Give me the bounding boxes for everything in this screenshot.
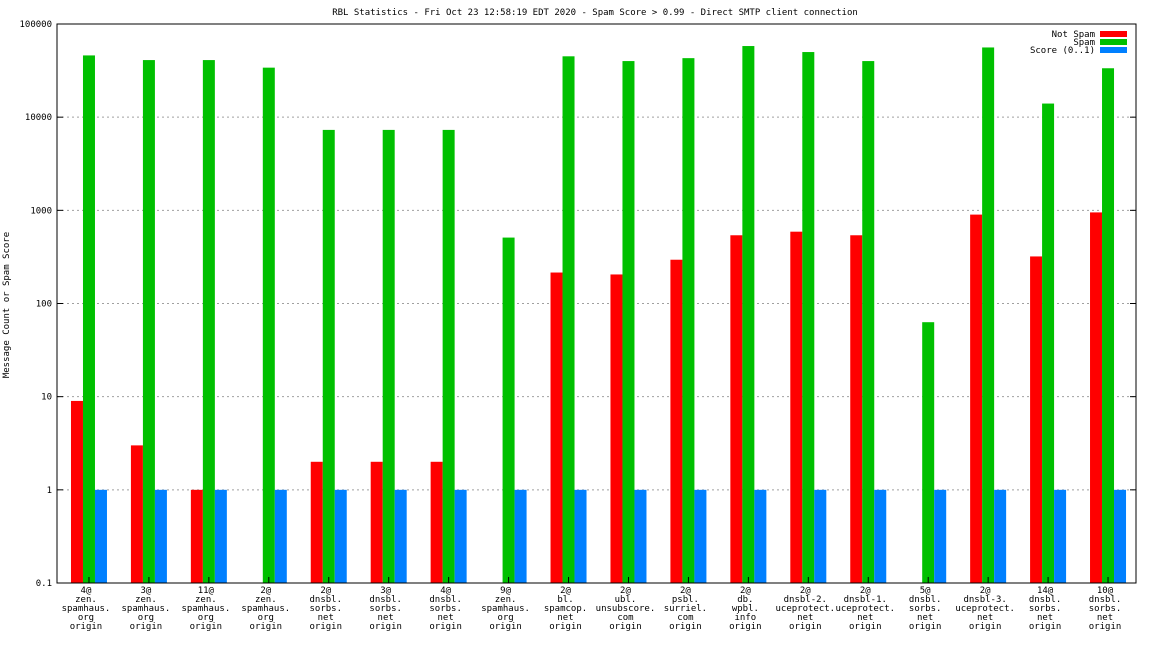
bar: [94, 489, 107, 583]
bar: [1114, 489, 1127, 583]
bar: [682, 58, 695, 584]
bar: [394, 489, 407, 583]
x-tick-label: 2@ zen. spamhaus. org origin: [241, 586, 290, 632]
legend-label: Spam: [1073, 38, 1095, 48]
bar: [862, 61, 875, 583]
bar: [502, 237, 515, 583]
x-tick-label: 4@ dnsbl. sorbs. net origin: [429, 586, 462, 632]
bar: [694, 489, 707, 583]
y-tick-label: 1000: [30, 206, 52, 216]
legend-swatch: [1100, 47, 1127, 53]
bar: [70, 400, 83, 583]
x-tick-label: 10@ dnsbl. sorbs. net origin: [1089, 586, 1122, 632]
bar: [730, 235, 743, 583]
x-tick-label: 2@ dnsbl-2. uceprotect. net origin: [776, 586, 836, 632]
bar: [1102, 68, 1115, 583]
bar: [1054, 489, 1067, 583]
bar: [262, 67, 275, 583]
bar: [334, 489, 347, 583]
bar: [274, 489, 287, 583]
x-tick-label: 3@ zen. spamhaus. org origin: [122, 586, 171, 632]
legend-swatch: [1100, 39, 1127, 45]
legend-label: Not Spam: [1052, 30, 1095, 40]
x-tick-label: 9@ zen. spamhaus. org origin: [481, 586, 530, 632]
bar: [454, 489, 467, 583]
bar: [802, 52, 815, 583]
bar: [562, 56, 575, 584]
bar: [514, 489, 527, 583]
y-tick-label: 0.1: [36, 579, 52, 589]
bar: [742, 46, 755, 583]
y-tick-label: 100000: [19, 20, 52, 30]
bar: [934, 489, 947, 583]
x-tick-label: 11@ zen. spamhaus. org origin: [181, 586, 230, 632]
bar: [202, 60, 215, 584]
bar: [982, 47, 995, 583]
x-tick-label: 5@ dnsbl. sorbs. net origin: [909, 586, 942, 632]
bar: [970, 214, 983, 583]
bar: [82, 55, 95, 583]
bar: [790, 231, 803, 583]
y-tick-label: 10000: [25, 113, 52, 123]
bar: [442, 129, 455, 583]
y-axis-label: Message Count or Spam Score: [2, 232, 12, 378]
y-tick-label: 10: [41, 393, 52, 403]
bar: [1030, 256, 1043, 583]
x-tick-label: 2@ dnsbl-3. uceprotect. net origin: [955, 586, 1015, 632]
y-tick-label: 100: [36, 300, 52, 310]
bar: [574, 489, 587, 583]
x-tick-label: 3@ dnsbl. sorbs. net origin: [369, 586, 402, 632]
legend-swatch: [1100, 31, 1127, 37]
y-tick-label: 1: [47, 486, 52, 496]
bar: [322, 129, 335, 583]
x-tick-label: 14@ dnsbl. sorbs. net origin: [1029, 586, 1062, 632]
chart-title: RBL Statistics - Fri Oct 23 12:58:19 EDT…: [332, 8, 858, 18]
bar: [382, 129, 395, 583]
x-tick-label: 2@ dnsbl-1. uceprotect. net origin: [835, 586, 895, 632]
bar: [670, 259, 683, 583]
bar: [430, 461, 443, 583]
bar: [814, 489, 827, 583]
bar: [310, 461, 323, 583]
bar: [130, 445, 143, 583]
bar: [370, 461, 383, 583]
bar: [154, 489, 167, 583]
bar: [850, 235, 863, 583]
bar: [550, 272, 563, 583]
bar: [754, 489, 767, 583]
bars: [70, 46, 1127, 584]
bar: [214, 489, 227, 583]
bar: [142, 60, 155, 584]
bar: [1090, 212, 1103, 583]
x-tick-label: 2@ dnsbl. sorbs. net origin: [309, 586, 342, 632]
bar: [610, 274, 623, 583]
bar: [994, 489, 1007, 583]
bar: [1042, 103, 1055, 584]
bar: [634, 489, 647, 583]
legend-label: Score (0..1): [1030, 46, 1095, 56]
x-tick-label: 4@ zen. spamhaus. org origin: [62, 586, 111, 632]
y-axis: 0.1 1 10 100 1000 10000 100000: [19, 20, 1136, 589]
x-tick-label: 2@ db. wpbl. info origin: [729, 586, 762, 632]
x-tick-label: 2@ psbl. surriel. com origin: [664, 586, 707, 632]
bar: [190, 489, 203, 583]
x-tick-label: 2@ ubl. unsubscore. com origin: [596, 586, 656, 632]
bar: [922, 322, 935, 583]
bar: [874, 489, 887, 583]
x-tick-label: 2@ bl. spamcop. net origin: [544, 586, 587, 632]
bar: [622, 61, 635, 583]
